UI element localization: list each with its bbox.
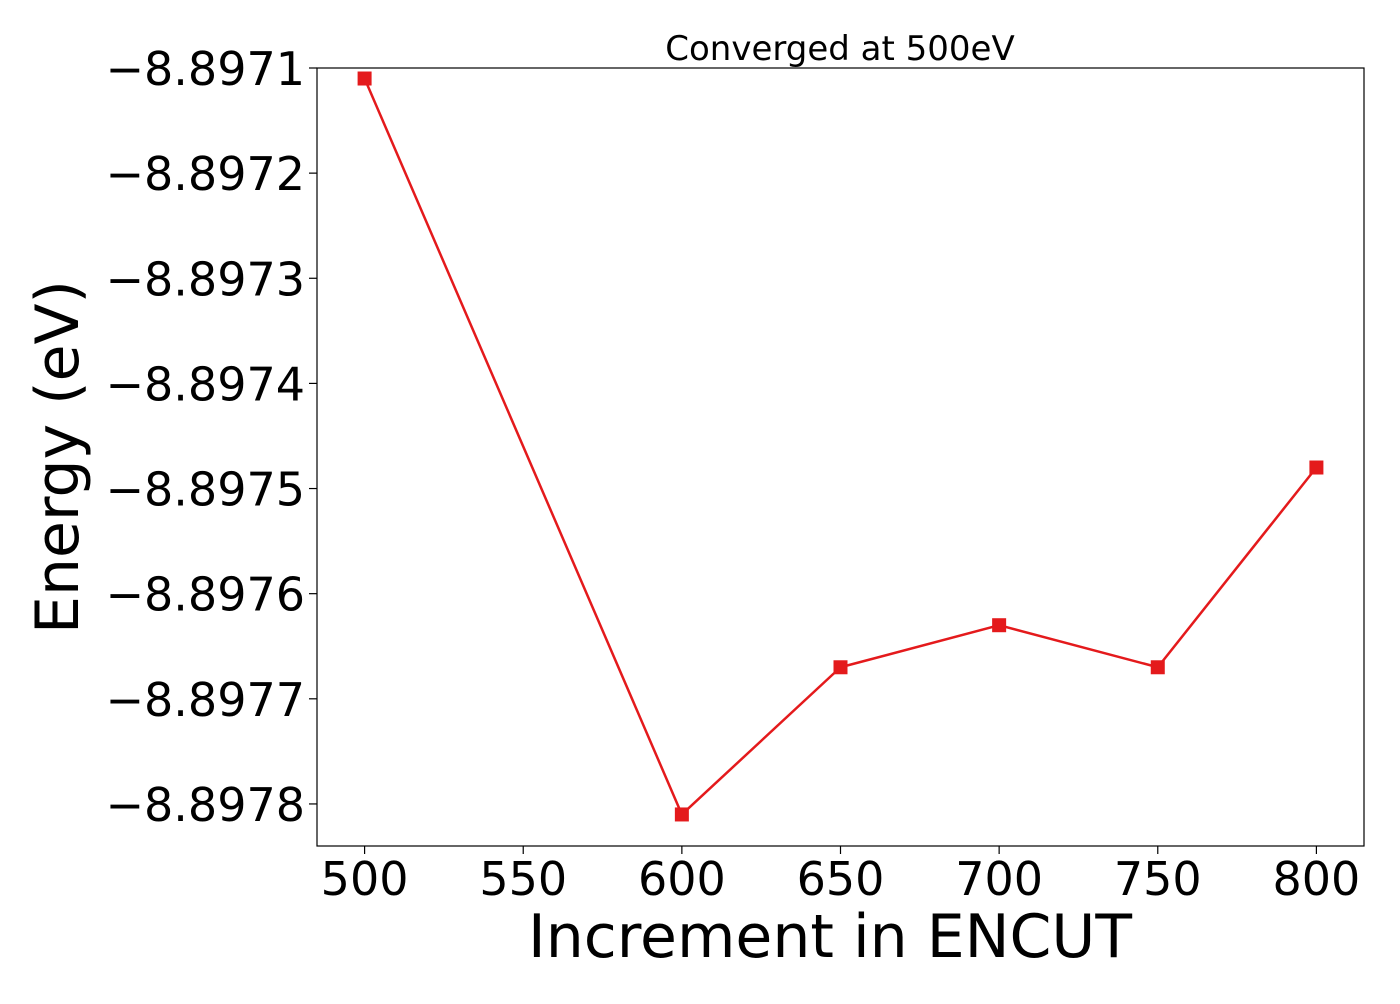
x-tick-label: 600 (638, 852, 726, 906)
data-point-marker (357, 71, 372, 86)
y-tick-label: −8.8976 (106, 568, 306, 622)
data-point-marker (1309, 460, 1324, 475)
y-tick-label: −8.8972 (106, 147, 306, 201)
x-tick-label: 700 (955, 852, 1043, 906)
y-tick-label: −8.8971 (106, 42, 306, 96)
x-tick-label: 750 (1114, 852, 1202, 906)
data-point-marker (992, 618, 1007, 633)
y-tick-label: −8.8973 (106, 252, 306, 306)
x-tick-label: 550 (479, 852, 567, 906)
y-tick-label: −8.8978 (106, 778, 306, 832)
series-line (363, 78, 1318, 816)
x-axis-label: Increment in ENCUT (528, 902, 1132, 972)
data-point-marker (1150, 660, 1165, 675)
y-tick-label: −8.8977 (106, 673, 306, 727)
plot-frame (316, 67, 1365, 847)
data-point-marker (833, 660, 848, 675)
x-tick-label: 650 (797, 852, 885, 906)
x-tick-label: 500 (321, 852, 409, 906)
data-point-marker (674, 807, 689, 822)
y-tick-label: −8.8974 (106, 357, 306, 411)
plot-area: 500 550 600 650 700 750 800 −8.8971 −8.8972 −8.89… (106, 42, 1365, 906)
x-tick-label: 800 (1273, 852, 1361, 906)
chart-title: Converged at 500eV (665, 29, 1014, 69)
y-tick-label: −8.8975 (106, 463, 306, 517)
y-axis-label: Energy (eV) (23, 280, 93, 634)
